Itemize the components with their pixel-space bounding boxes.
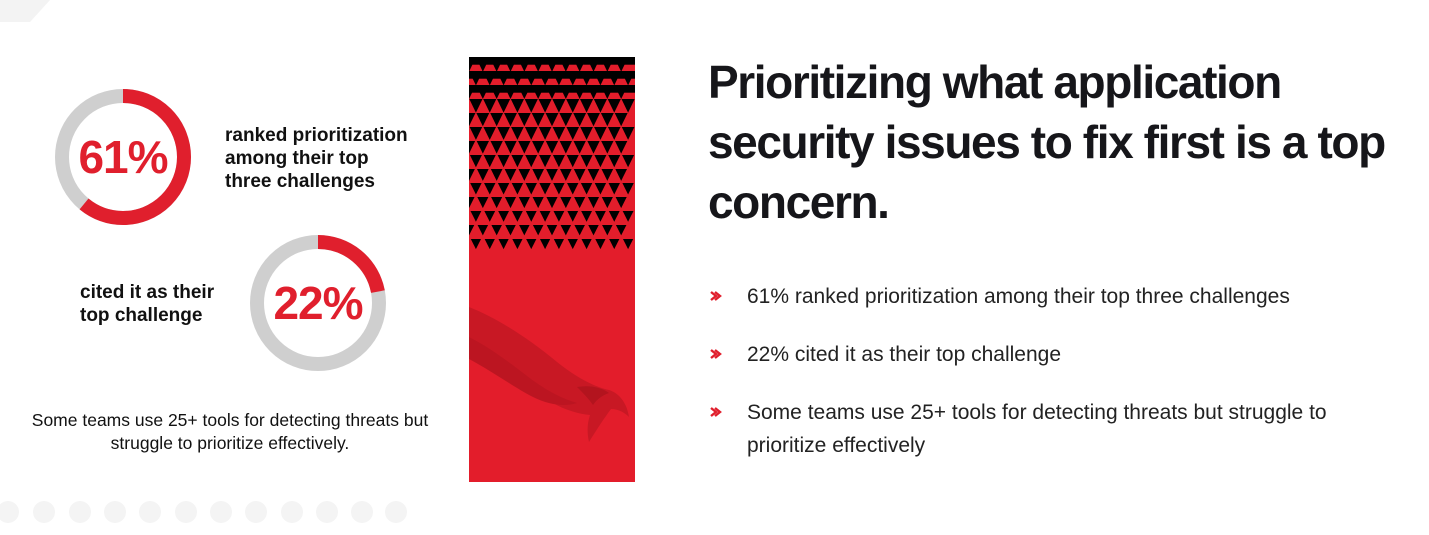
bullet-list: 61% ranked prioritization among their to… [708,280,1408,487]
triangle-pattern [469,57,635,253]
bullet-text-1: 61% ranked prioritization among their to… [747,285,1290,308]
stat-61-line-3: three challenges [225,171,375,192]
falcon-icon [469,307,629,442]
brand-graphic-panel [469,57,635,482]
stat-61-line-2: among their top [225,148,369,169]
decorative-corner-shape [0,0,50,22]
stat-61-description: ranked prioritization among their top th… [225,124,408,193]
bullet-item-3: Some teams use 25+ tools for detecting t… [708,396,1408,462]
stat-22-line-1: cited it as their [80,282,215,303]
stat-61-line-1: ranked prioritization [225,125,408,146]
donut-arc-22 [250,235,386,371]
headline: Prioritizing what application security i… [708,56,1386,228]
tools-note: Some teams use 25+ tools for detecting t… [31,410,429,453]
decorative-dots-row [0,501,407,523]
stat-22-line-2: top challenge [80,305,203,326]
arrow-right-icon [710,349,722,359]
bullet-item-2: 22% cited it as their top challenge [708,338,1408,371]
bullet-item-1: 61% ranked prioritization among their to… [708,280,1408,313]
percent-22-label: 22% [273,277,363,329]
donut-ring-61 [55,89,191,225]
donut-arc-61 [55,89,191,225]
percent-61-label: 61% [78,131,168,183]
bullet-text-2: 22% cited it as their top challenge [747,343,1062,366]
arrow-right-icon [710,291,722,301]
bullet-text-3: Some teams use 25+ tools for detecting t… [747,401,1327,457]
arrow-right-icon [710,407,722,417]
donut-ring-22 [250,235,386,371]
stat-22-description: cited it as their top challenge [80,281,214,327]
